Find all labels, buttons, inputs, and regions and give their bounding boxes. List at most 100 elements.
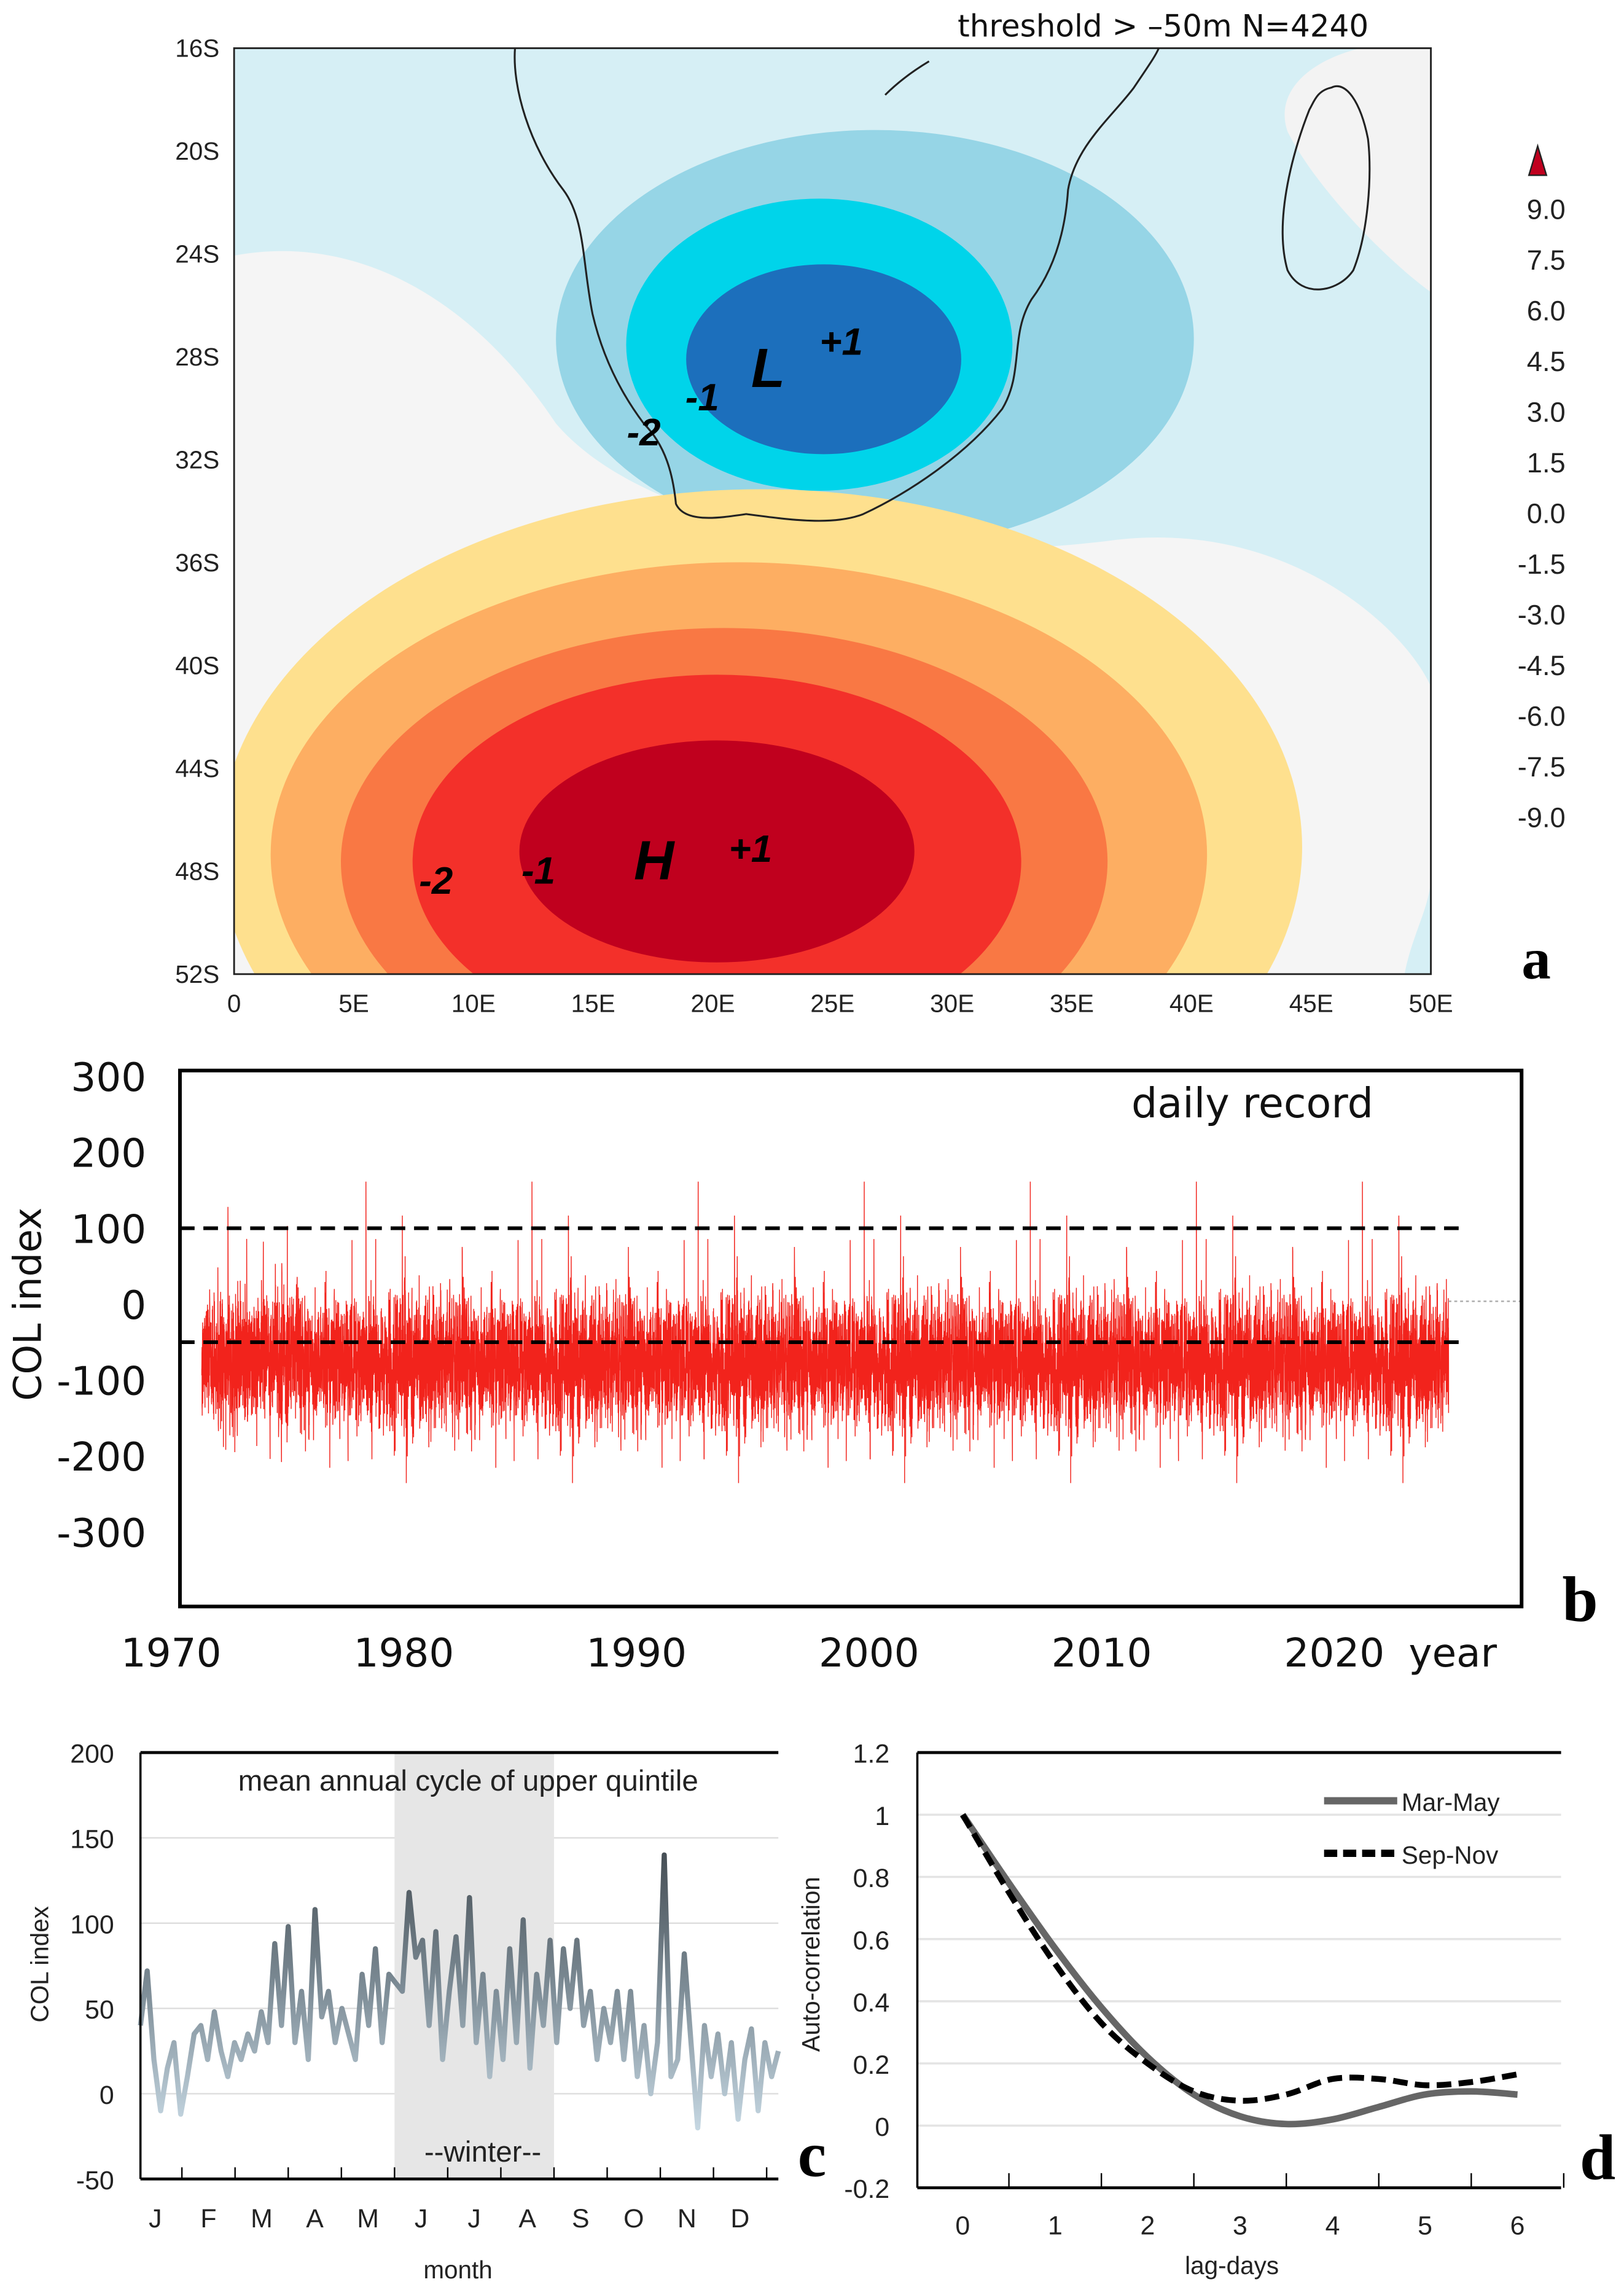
coastline-lake [884,60,930,96]
panel-a-map: threshold > –50m N=4240 L +1 -1 -2 H +1 … [175,8,1566,1018]
y-tick-label: 1 [875,1802,889,1831]
panel-label-c: c [798,2119,827,2190]
y-tick-label: 16S [175,34,219,63]
colorbar-labels: 9.0 7.5 6.0 4.5 3.0 1.5 0.0 -1.5 -3.0 -4.5 -6.0 -7.… [1518,194,1566,834]
colorbar-tick-label: -3.0 [1518,600,1566,631]
x-tick-label: J [415,2204,427,2233]
y-tick-label: 48S [175,858,219,886]
x-tick-label: M [251,2204,273,2233]
colorbar-tick-label: -7.5 [1518,751,1566,783]
coastline-madagascar [1281,85,1371,291]
y-tick-label: 0 [875,2112,889,2142]
colorbar-extend-arrow-icon [1528,143,1548,176]
x-tick-label: 1980 [354,1630,455,1676]
panel-c-xlabel: month [423,2256,492,2284]
annual-cycle-series [138,1852,781,2131]
x-tick-label: 25E [810,990,854,1018]
legend-label-mar-may: Mar-May [1402,1788,1500,1816]
daily-series [201,1181,1450,1483]
y-tick-label: 50 [85,1995,114,2025]
panel-d-autocorrelation: Mar-May Sep-Nov Auto-correlation lag-day… [797,1740,1615,2280]
y-tick-label: 20S [175,137,219,165]
label-low: L [751,337,785,399]
x-tick-label: 10E [451,990,496,1018]
map-y-ticks: 16S 20S 24S 28S 32S 36S 40S 44S 48S 52S [175,34,219,988]
y-tick-label: -100 [57,1359,146,1405]
x-tick-label: A [306,2204,324,2233]
colorbar-tick-label: 1.5 [1527,447,1566,479]
colorbar-tick-label: -4.5 [1518,650,1566,681]
colorbar-tick-label: 3.0 [1527,397,1566,428]
y-tick-label: 0.8 [853,1864,890,1893]
y-tick-label: 0 [121,1283,146,1329]
y-tick-label: 0.4 [853,1988,890,2018]
y-tick-label: 200 [71,1131,146,1177]
x-tick-label: S [572,2204,590,2233]
y-tick-label: 0 [100,2081,114,2110]
x-tick-label: 50E [1409,990,1453,1018]
contour-field [234,48,1431,974]
x-tick-label: 6 [1510,2211,1525,2241]
x-tick-label: 1990 [586,1630,687,1676]
winter-label: --winter-- [424,2136,541,2168]
map-frame [233,47,1432,975]
x-tick-label: 5 [1418,2211,1432,2241]
y-tick-label: 100 [71,1206,146,1252]
x-tick-label: 2020 [1284,1630,1385,1676]
panel-d-xlabel: lag-days [1185,2251,1279,2280]
threshold-lines [179,1226,1468,1344]
x-tick-label: 0 [227,990,241,1018]
y-tick-label: 300 [71,1055,146,1101]
map-title: threshold > –50m N=4240 [958,8,1368,44]
panel-c-y-ticks: 200 150 100 50 0 -50 [70,1740,114,2195]
x-tick-label: M [357,2204,379,2233]
label-high: H [634,829,675,891]
y-tick-label: 36S [175,549,219,577]
y-tick-label: 0.2 [853,2050,890,2080]
legend-label-sep-nov: Sep-Nov [1402,1841,1499,1869]
x-tick-label: 15E [571,990,615,1018]
contour-neg4 [686,264,961,455]
x-tick-label: A [518,2204,536,2233]
label-high-minus1: -1 [521,850,555,892]
colorbar-tick-label: 0.0 [1527,498,1566,530]
x-tick-label: O [623,2204,644,2233]
x-tick-label: 4 [1325,2211,1340,2241]
x-tick-label: 1 [1048,2211,1063,2241]
contour-neg1-southeast [1404,876,1431,974]
x-tick-label: N [677,2204,697,2233]
y-tick-label: 40S [175,652,219,680]
y-tick-label: 28S [175,343,219,371]
x-tick-label: 5E [338,990,369,1018]
colorbar-tick-label: -9.0 [1518,802,1566,834]
x-tick-label: 35E [1050,990,1094,1018]
panel-d-series [959,1813,1518,2128]
panel-b-daily-record: daily record COL index year 300 200 100 0 -1… [6,1055,1598,1676]
panel-d-gridlines [917,1813,1561,2127]
panel-label-d: d [1580,2122,1615,2193]
panel-b-y-ticks: 300 200 100 0 -100 -200 -300 [57,1055,146,1557]
x-tick-label: 20E [690,990,735,1018]
y-tick-label: -300 [57,1510,146,1557]
x-tick-label: 45E [1289,990,1333,1018]
label-low-minus2: -2 [627,412,661,454]
panel-d-y-ticks: 1.2 1 0.8 0.6 0.4 0.2 0 -0.2 [844,1740,889,2204]
y-tick-label: 24S [175,240,219,268]
y-tick-label: 44S [175,754,219,783]
panel-b-xlabel: year [1409,1630,1497,1676]
daily-series-line [201,1181,1450,1483]
x-tick-label: 40E [1169,990,1214,1018]
y-tick-label: 100 [70,1910,114,1939]
contour-zero-northeast [1284,48,1431,292]
daily-record-label: daily record [1131,1079,1373,1127]
panel-b-x-ticks: 1970 1980 1990 2000 2010 2020 [121,1630,1384,1676]
y-tick-label: -50 [76,2166,114,2195]
label-high-minus2: -2 [419,860,453,902]
panel-c-ylabel: COL index [26,1906,54,2022]
panel-d-ylabel: Auto-correlation [797,1877,825,2052]
colorbar-tick-label: -1.5 [1518,549,1566,580]
y-tick-label: 0.6 [853,1926,890,1955]
x-tick-label: 2 [1141,2211,1155,2241]
series-sep-nov [960,1813,1518,2104]
